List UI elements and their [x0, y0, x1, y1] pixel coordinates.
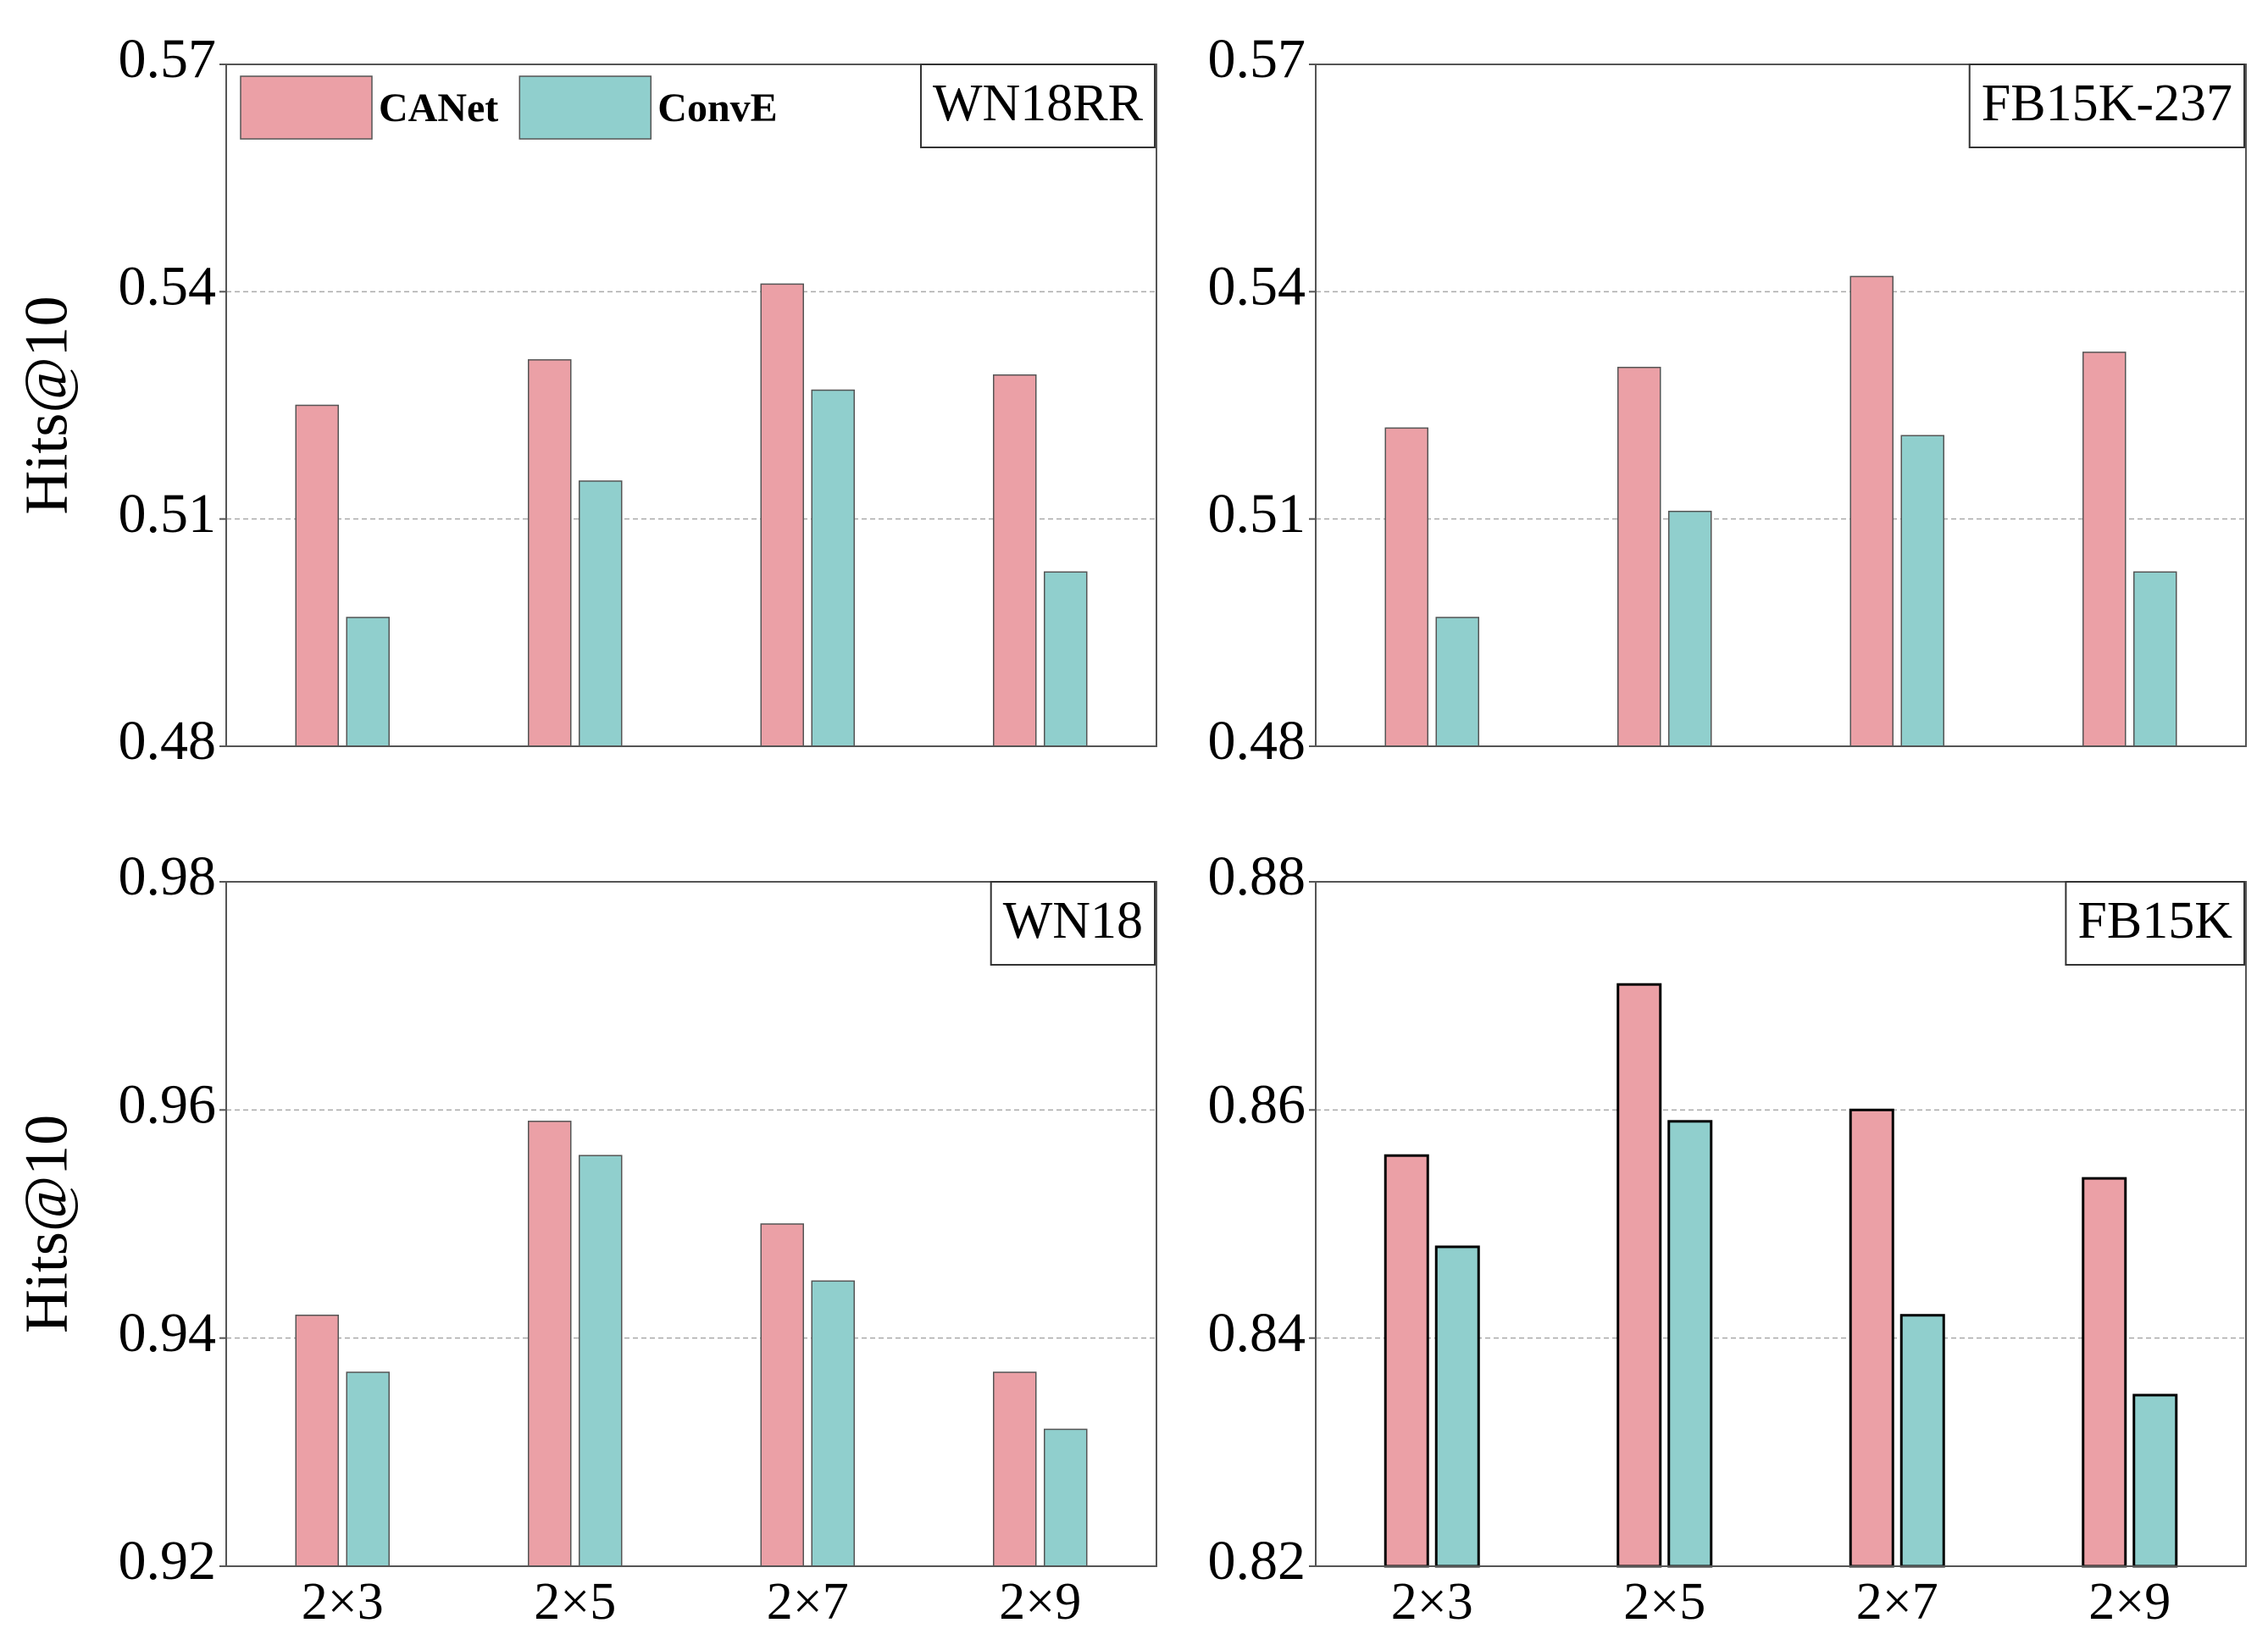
x-tick-label: 2×7 [1856, 1573, 1938, 1631]
legend-label: ConvE [657, 86, 777, 130]
plot-frame [225, 64, 1157, 747]
plot-frame [225, 881, 1157, 1567]
plot-frame [1315, 64, 2247, 747]
y-tick-label: 0.54 [119, 255, 217, 317]
x-tick-label: 2×3 [302, 1573, 384, 1631]
y-tick-label: 0.98 [119, 845, 217, 907]
y-tick-label: 0.96 [119, 1073, 217, 1135]
bar [1044, 571, 1088, 747]
x-tick-label: 2×7 [767, 1573, 849, 1631]
y-tick-label: 0.94 [119, 1302, 217, 1364]
bar [1434, 1245, 1480, 1568]
bar [1435, 617, 1479, 747]
bar [295, 1314, 339, 1567]
plot-frame [1315, 881, 2247, 1567]
panel-label: FB15K [2077, 892, 2232, 950]
x-tick-label: 2×5 [1623, 1573, 1705, 1631]
bar [2133, 571, 2177, 747]
bar [760, 283, 804, 747]
bar [1900, 435, 1944, 747]
y-tick-label: 0.51 [1208, 483, 1306, 545]
bar [579, 480, 623, 747]
panel-label: WN18RR [933, 75, 1144, 132]
panel-label-box [990, 881, 1156, 966]
bar [528, 359, 572, 747]
y-tick-label: 0.92 [119, 1530, 217, 1592]
legend-label: CANet [379, 86, 498, 130]
bar [1667, 1120, 1713, 1568]
y-tick-label: 0.54 [1208, 255, 1306, 317]
bar [1616, 983, 1662, 1568]
bar [295, 404, 339, 747]
legend-swatch [240, 75, 373, 140]
bar [579, 1155, 623, 1567]
y-tick-label: 0.82 [1208, 1530, 1306, 1592]
bar [993, 1371, 1037, 1567]
y-tick-label: 0.51 [119, 483, 217, 545]
panel-label-box [920, 64, 1156, 148]
bar [1849, 275, 1894, 747]
bar [528, 1121, 572, 1567]
bar [2082, 1177, 2127, 1568]
y-tick-label: 0.48 [119, 710, 217, 772]
bar [1849, 1108, 1894, 1568]
bar [1668, 510, 1712, 747]
y-tick-label: 0.84 [1208, 1302, 1306, 1364]
x-tick-label: 2×9 [999, 1573, 1081, 1631]
y-axis-label: Hits@10 [13, 296, 80, 514]
bar [760, 1223, 804, 1567]
y-tick-label: 0.88 [1208, 845, 1306, 907]
bar [1899, 1314, 1945, 1568]
x-tick-label: 2×5 [534, 1573, 616, 1631]
legend-swatch [518, 75, 652, 140]
bar [1617, 367, 1661, 747]
x-tick-label: 2×3 [1391, 1573, 1473, 1631]
bar [2132, 1393, 2178, 1568]
bar [2082, 352, 2127, 747]
bar [346, 617, 390, 747]
bar [1384, 427, 1428, 747]
bar [811, 389, 855, 747]
bar [993, 374, 1037, 747]
panel-label: WN18 [1003, 892, 1143, 950]
y-tick-label: 0.86 [1208, 1073, 1306, 1135]
panel-label: FB15K-237 [1982, 75, 2232, 132]
panel-label-box [2065, 881, 2245, 966]
bar [346, 1371, 390, 1567]
y-tick-label: 0.57 [1208, 28, 1306, 90]
bar [1044, 1428, 1088, 1567]
y-tick-label: 0.57 [119, 28, 217, 90]
y-tick-label: 0.48 [1208, 710, 1306, 772]
bar [1384, 1154, 1429, 1568]
bar [811, 1280, 855, 1567]
x-tick-label: 2×9 [2088, 1573, 2171, 1631]
y-axis-label: Hits@10 [13, 1115, 80, 1333]
panel-label-box [1968, 64, 2245, 148]
